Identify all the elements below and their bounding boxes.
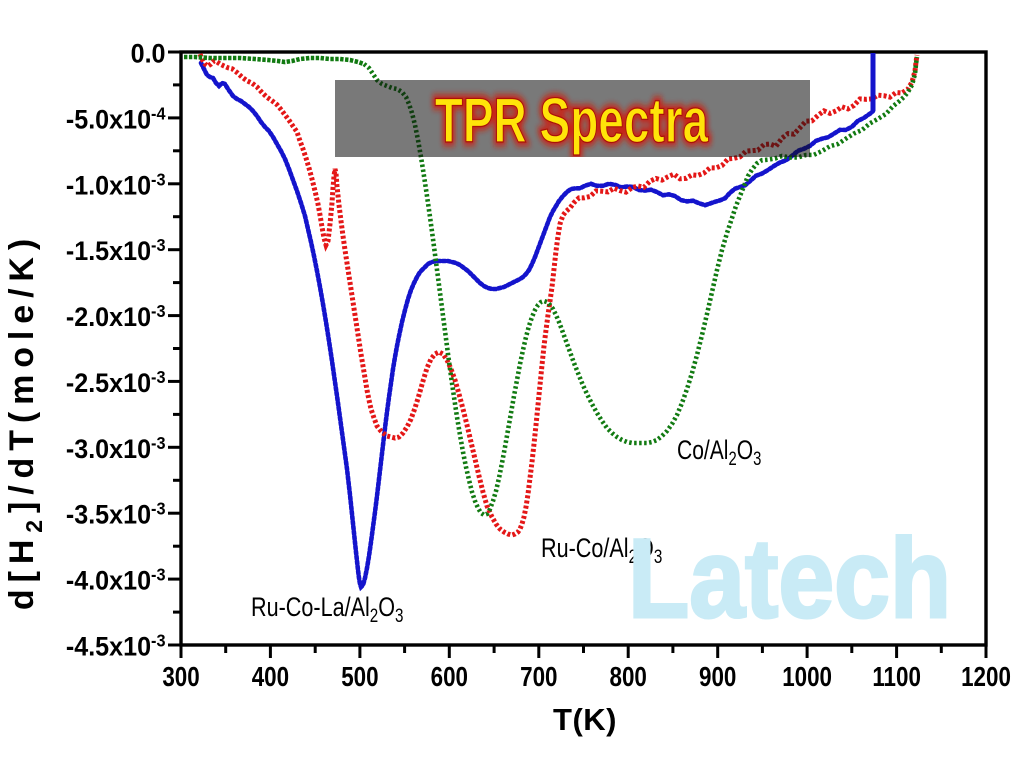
svg-text:500: 500 bbox=[341, 662, 378, 693]
svg-text:900: 900 bbox=[699, 662, 736, 693]
svg-text:-5.0x10-4: -5.0x10-4 bbox=[66, 104, 166, 135]
svg-text:0.0: 0.0 bbox=[131, 38, 166, 69]
svg-text:600: 600 bbox=[431, 662, 468, 693]
svg-text:400: 400 bbox=[252, 662, 289, 693]
svg-text:Latech: Latech bbox=[628, 516, 951, 641]
svg-text:700: 700 bbox=[520, 662, 557, 693]
svg-text:TPR Spectra: TPR Spectra bbox=[435, 85, 710, 156]
svg-text:-1.0x10-3: -1.0x10-3 bbox=[66, 169, 166, 200]
svg-text:1200: 1200 bbox=[961, 662, 1011, 693]
svg-text:-4.0x10-3: -4.0x10-3 bbox=[66, 565, 166, 596]
svg-text:-1.5x10-3: -1.5x10-3 bbox=[66, 235, 166, 266]
svg-text:-3.0x10-3: -3.0x10-3 bbox=[66, 433, 166, 464]
svg-text:TPR Spectra: TPR Spectra bbox=[435, 85, 710, 156]
svg-text:Ru-Co/Al2​O3​: Ru-Co/Al2​O3​ bbox=[541, 534, 662, 568]
svg-text:-2.5x10-3: -2.5x10-3 bbox=[66, 367, 166, 398]
svg-text:300: 300 bbox=[162, 662, 199, 693]
svg-text:1100: 1100 bbox=[872, 662, 921, 693]
svg-text:Ru-Co-La/Al2​O3​: Ru-Co-La/Al2​O3​ bbox=[251, 593, 403, 627]
svg-text:Co/Al2​O3​: Co/Al2​O3​ bbox=[677, 436, 761, 470]
svg-text:1000: 1000 bbox=[782, 662, 832, 693]
svg-text:d[H2]/dT(mole/K): d[H2]/dT(mole/K) bbox=[3, 232, 47, 610]
svg-text:T(K): T(K) bbox=[553, 702, 617, 737]
svg-text:-3.5x10-3: -3.5x10-3 bbox=[66, 499, 166, 530]
svg-text:-2.0x10-3: -2.0x10-3 bbox=[66, 301, 166, 332]
svg-text:800: 800 bbox=[610, 662, 647, 693]
svg-text:-4.5x10-3: -4.5x10-3 bbox=[66, 631, 166, 662]
